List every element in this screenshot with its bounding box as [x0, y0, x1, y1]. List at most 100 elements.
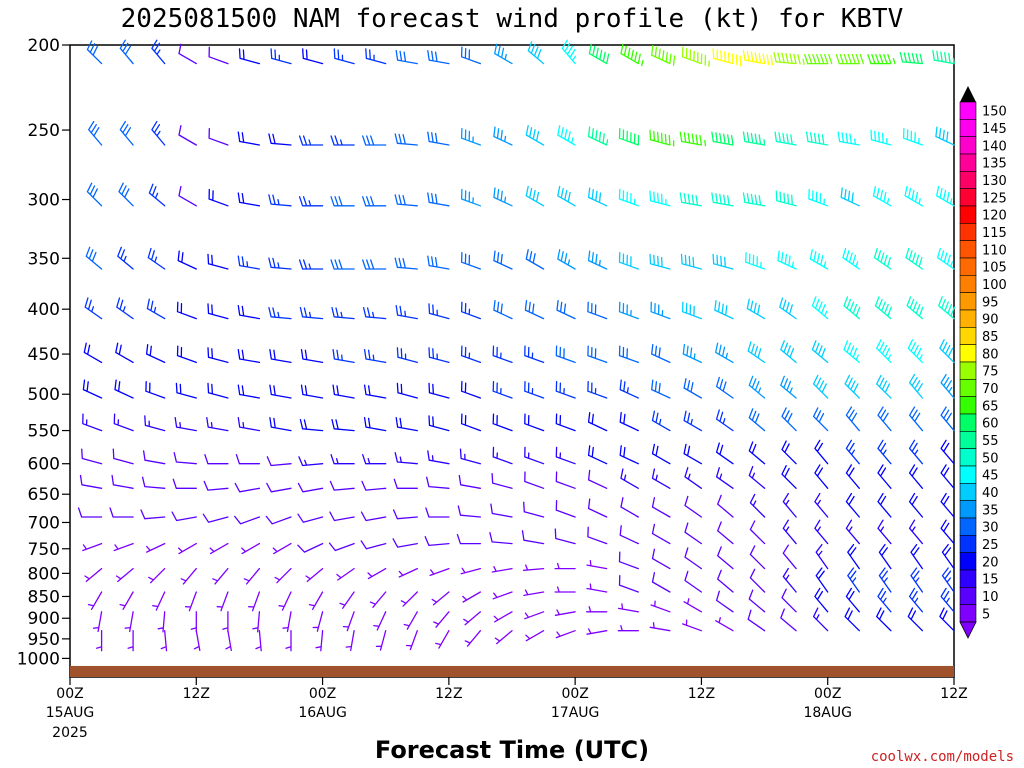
wind-barb: [373, 611, 387, 631]
colorbar-label: 45: [982, 469, 999, 484]
wind-barb: [460, 188, 482, 207]
wind-barb: [524, 345, 545, 364]
colorbar-swatch: [959, 136, 977, 155]
wind-barb: [908, 406, 924, 432]
wind-barb: [396, 347, 418, 364]
wind-barb: [941, 567, 955, 593]
wind-barb: [88, 120, 103, 146]
wind-barb: [936, 185, 955, 207]
wind-barb: [119, 39, 134, 65]
wind-barb: [717, 494, 734, 518]
wind-barb: [777, 250, 797, 270]
wind-barb: [151, 39, 166, 65]
wind-barb: [938, 296, 956, 320]
colorbar-swatch: [959, 119, 977, 137]
wind-barb: [940, 464, 955, 489]
wind-barb: [92, 611, 103, 633]
wind-barb: [554, 562, 576, 570]
wind-barb: [932, 50, 955, 65]
wind-barb: [363, 417, 387, 432]
wind-barb: [812, 407, 829, 432]
wind-barb: [114, 379, 134, 399]
wind-barb: [712, 253, 734, 270]
wind-barb: [460, 345, 482, 364]
wind-barb: [426, 476, 450, 489]
x-axis-title: Forecast Time (UTC): [375, 736, 649, 764]
wind-barb: [619, 445, 639, 465]
wind-barb: [493, 126, 513, 146]
colorbar-label: 5: [982, 607, 990, 622]
wind-barb: [492, 591, 513, 600]
wind-barb: [586, 628, 608, 635]
wind-barb: [812, 374, 829, 399]
wind-barb: [208, 46, 229, 65]
wind-barb: [178, 185, 197, 207]
wind-barb: [840, 187, 860, 207]
wind-barb: [748, 375, 766, 399]
wind-barb: [878, 543, 892, 570]
credit-link[interactable]: coolwx.com/models: [871, 749, 1014, 765]
wind-barb: [243, 567, 261, 585]
colorbar-label: 90: [982, 313, 999, 328]
wind-barb: [872, 185, 892, 207]
wind-barb: [112, 448, 134, 465]
colorbar-swatch: [959, 587, 977, 605]
wind-barb: [396, 382, 418, 399]
wind-barb: [203, 480, 229, 491]
wind-barb: [714, 300, 734, 320]
wind-barb: [527, 41, 545, 65]
colorbar-label: 80: [982, 347, 999, 362]
wind-barb: [237, 255, 261, 270]
wind-barb: [494, 43, 513, 65]
wind-barb: [190, 611, 197, 633]
wind-barb: [747, 341, 766, 364]
wind-barb: [145, 343, 166, 364]
y-tick-label: 600: [28, 455, 60, 475]
wind-barb: [491, 473, 513, 489]
wind-barb: [680, 253, 703, 270]
colorbar-swatch: [959, 604, 977, 623]
wind-barb: [362, 259, 387, 270]
wind-barb: [717, 521, 734, 545]
wind-barb: [618, 188, 639, 207]
wind-barb: [144, 415, 166, 432]
wind-barb: [395, 305, 418, 320]
wind-barb: [554, 609, 576, 616]
wind-barb: [649, 129, 675, 147]
wind-barb: [524, 413, 545, 432]
y-tick-label: 700: [28, 513, 60, 533]
wind-barb: [904, 185, 924, 207]
wind-barb: [781, 440, 797, 465]
colorbar-label: 70: [982, 382, 999, 397]
colorbar-swatch: [959, 240, 977, 259]
wind-barb: [141, 476, 166, 489]
wind-barb: [808, 188, 829, 207]
wind-barb: [395, 417, 418, 432]
colorbar-label: 140: [982, 139, 1007, 154]
wind-barb: [809, 249, 829, 270]
wind-barb: [86, 40, 103, 65]
wind-barb: [780, 608, 797, 632]
y-tick-label: 250: [28, 121, 60, 141]
wind-barb: [524, 446, 545, 465]
colorbar-swatch: [959, 396, 977, 415]
colorbar-label: 50: [982, 451, 999, 466]
colorbar-label: 65: [982, 399, 999, 414]
wind-barb: [877, 464, 892, 489]
x-tick-date-label: 16AUG: [298, 705, 347, 721]
wind-barb: [176, 345, 197, 364]
wind-barb: [617, 625, 639, 632]
wind-barb: [146, 298, 166, 320]
wind-barb: [715, 467, 734, 489]
wind-barb: [493, 300, 513, 320]
wind-barb: [460, 301, 482, 320]
wind-barb: [523, 589, 545, 597]
wind-barb: [336, 567, 355, 581]
wind-barb: [300, 384, 324, 399]
wind-barb: [876, 374, 892, 399]
wind-barb: [524, 381, 545, 399]
wind-barb: [428, 382, 450, 399]
wind-barb: [908, 587, 924, 613]
wind-barb: [298, 135, 324, 146]
